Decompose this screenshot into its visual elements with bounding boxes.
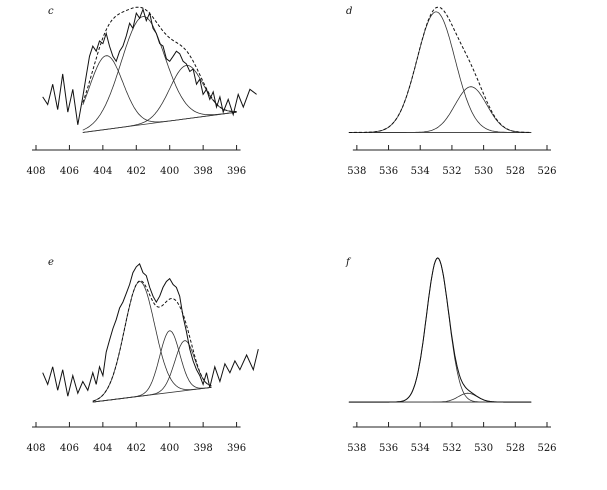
x-tick-label: 402 [127, 443, 146, 454]
fit-component-peak [348, 257, 532, 403]
panel-d: d 538 536 534 532 530 528 526 [346, 6, 557, 177]
fit-envelope [348, 257, 532, 403]
x-tick-label: 396 [227, 166, 246, 177]
fit-component-peak [348, 86, 532, 133]
panel-c: c 408 406 404 402 400 398 396 [26, 6, 257, 177]
x-tick-label: 526 [537, 443, 556, 454]
x-tick-label: 538 [347, 166, 366, 177]
x-tick-label: 538 [347, 443, 366, 454]
x-tick-label: 398 [194, 166, 213, 177]
x-tick-label: 534 [411, 166, 430, 177]
fit-envelope [92, 280, 212, 402]
panel-letter: f [345, 257, 352, 268]
fit-component-peak [348, 392, 532, 403]
panel-letter: d [346, 6, 352, 17]
panel-letter: e [48, 257, 54, 268]
x-tick-label: 408 [26, 166, 45, 177]
x-tick-label: 400 [160, 443, 179, 454]
panel-f: f 538 536 534 532 530 528 526 [345, 257, 557, 454]
x-tick-label: 398 [194, 443, 213, 454]
x-tick-label: 404 [93, 166, 112, 177]
raw-spectrum-line [42, 7, 257, 125]
fit-component-peak [348, 11, 532, 133]
x-tick-label: 400 [160, 166, 179, 177]
x-tick-label: 406 [60, 166, 79, 177]
x-tick-label: 396 [227, 443, 246, 454]
x-tick-label: 408 [26, 443, 45, 454]
fit-component-peak [82, 16, 237, 131]
x-tick-label: 526 [537, 166, 556, 177]
x-tick-label: 530 [474, 443, 493, 454]
fit-component-peak [82, 55, 237, 123]
panel-e: e 408 406 404 402 400 398 396 [26, 257, 259, 454]
x-tick-label: 536 [379, 443, 398, 454]
panel-letter: c [48, 6, 54, 17]
raw-spectrum-line [42, 263, 259, 397]
x-tick-label: 402 [127, 166, 146, 177]
x-tick-label: 404 [93, 443, 112, 454]
x-tick-label: 536 [379, 166, 398, 177]
x-tick-label: 528 [506, 443, 525, 454]
x-tick-label: 528 [506, 166, 525, 177]
fit-envelope [348, 6, 532, 133]
fit-envelope [82, 6, 237, 113]
x-tick-label: 534 [411, 443, 430, 454]
x-tick-label: 532 [442, 166, 461, 177]
x-tick-label: 530 [474, 166, 493, 177]
x-tick-label: 406 [60, 443, 79, 454]
fit-component-peak [92, 340, 212, 403]
fit-component-peak [92, 330, 212, 403]
x-tick-label: 532 [442, 443, 461, 454]
